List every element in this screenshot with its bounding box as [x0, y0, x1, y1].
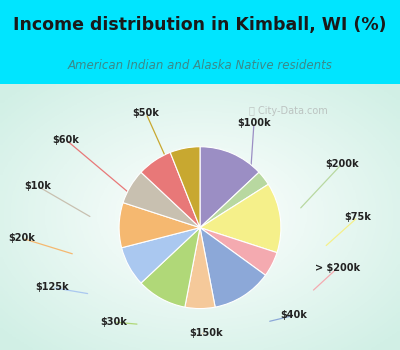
Wedge shape: [185, 228, 215, 309]
Wedge shape: [141, 152, 200, 228]
Text: Income distribution in Kimball, WI (%): Income distribution in Kimball, WI (%): [13, 16, 387, 34]
Wedge shape: [119, 203, 200, 248]
Wedge shape: [200, 228, 277, 275]
Wedge shape: [141, 228, 200, 307]
Text: American Indian and Alaska Native residents: American Indian and Alaska Native reside…: [68, 59, 332, 72]
Text: $75k: $75k: [344, 212, 372, 222]
Text: $200k: $200k: [325, 159, 359, 169]
Wedge shape: [200, 172, 268, 228]
Text: $10k: $10k: [24, 181, 52, 191]
Text: $125k: $125k: [35, 282, 69, 293]
Text: $30k: $30k: [100, 317, 128, 327]
Text: $100k: $100k: [237, 118, 271, 127]
Wedge shape: [122, 228, 200, 283]
Wedge shape: [200, 228, 266, 307]
Text: $60k: $60k: [52, 135, 80, 145]
Wedge shape: [123, 172, 200, 228]
Text: > $200k: > $200k: [316, 262, 360, 273]
Text: ⓘ City-Data.com: ⓘ City-Data.com: [249, 106, 327, 116]
Wedge shape: [200, 147, 259, 228]
Wedge shape: [170, 147, 200, 228]
Text: $50k: $50k: [132, 108, 160, 118]
Wedge shape: [200, 184, 281, 253]
Text: $40k: $40k: [280, 310, 308, 320]
Text: $150k: $150k: [189, 328, 223, 338]
Text: $20k: $20k: [8, 233, 36, 243]
